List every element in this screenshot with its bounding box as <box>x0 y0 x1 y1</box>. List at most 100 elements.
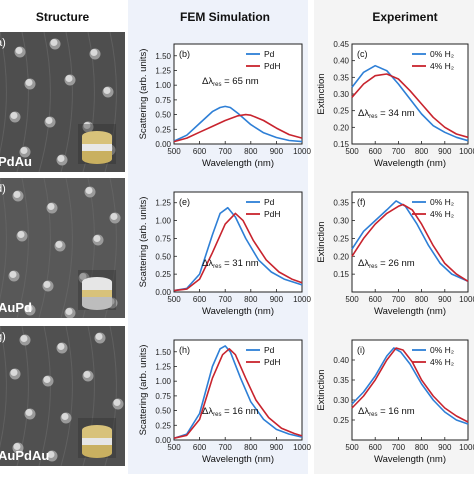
nanodisk-highlight <box>15 47 23 54</box>
y-tick-label: 0.35 <box>333 376 349 385</box>
legend-label: 4% H₂ <box>430 209 454 219</box>
nanodisk-highlight <box>50 39 58 46</box>
sem-texture-line <box>16 178 29 318</box>
nanodisk-highlight <box>85 187 93 194</box>
sem-texture-line <box>38 32 51 172</box>
disk-model-inset <box>78 124 116 164</box>
sem-texture-line <box>0 326 7 449</box>
nanodisk-highlight <box>10 112 18 119</box>
sem-texture-line <box>38 178 51 318</box>
disk-bottom-face <box>82 154 112 164</box>
nanodisk-highlight <box>25 79 33 86</box>
y-tick-label: 0.25 <box>333 107 349 116</box>
panel-label: (b) <box>179 49 190 59</box>
y-tick-label: 0.50 <box>155 252 171 261</box>
panel-label: d) <box>0 183 6 195</box>
nanodisk-highlight <box>79 273 87 280</box>
x-tick-label: 1000 <box>459 295 474 304</box>
legend-label: PdH <box>264 357 281 367</box>
legend-label: 0% H₂ <box>430 49 454 59</box>
experiment-header: Experiment <box>372 10 438 24</box>
y-tick-label: 0.20 <box>333 123 349 132</box>
nanodisk-highlight <box>9 271 17 278</box>
disk-model-inset <box>78 418 116 458</box>
x-tick-label: 900 <box>438 443 452 452</box>
nanodisk-highlight <box>20 147 28 154</box>
y-tick-label: 0.25 <box>333 416 349 425</box>
y-tick-label: 0.50 <box>155 111 171 120</box>
plot-area <box>173 191 303 293</box>
sem-image-pdau: a) PdAu <box>0 32 125 172</box>
series-line-red <box>173 212 303 292</box>
nanodisk-highlight <box>65 308 73 315</box>
sample-name: AuPdAu <box>0 448 49 463</box>
y-tick-label: 0.25 <box>155 270 171 279</box>
y-tick-label: 0.30 <box>333 90 349 99</box>
disk-top-face <box>82 131 112 141</box>
x-tick-label: 700 <box>392 295 406 304</box>
plot-h: 500 600 700 800 900 1000 0.00 0.25 0.50 0.75 1.00 1… <box>128 324 311 479</box>
nanodisk-highlight <box>95 333 103 340</box>
x-axis-label: Wavelength (nm) <box>202 158 274 169</box>
x-tick-label: 500 <box>345 147 359 156</box>
nanodisk-highlight <box>57 343 65 350</box>
sem-texture-line <box>60 178 73 318</box>
x-tick-label: 900 <box>438 147 452 156</box>
y-tick-label: 1.00 <box>155 217 171 226</box>
x-tick-label: 500 <box>345 295 359 304</box>
series-line-red <box>173 348 303 439</box>
nanodisk-highlight <box>57 155 65 162</box>
nanodisk-highlight <box>25 409 33 416</box>
plot-area <box>173 339 303 441</box>
x-axis-label: Wavelength (nm) <box>202 306 274 317</box>
nanodisk-highlight <box>13 191 21 198</box>
x-axis-label: Wavelength (nm) <box>374 158 446 169</box>
x-tick-label: 800 <box>244 295 258 304</box>
delta-lambda-annotation: Δλres = 34 nm <box>358 108 415 120</box>
y-tick-label: 1.25 <box>155 362 171 371</box>
y-tick-label: 0.15 <box>333 270 349 279</box>
nanodisk-highlight <box>83 371 91 378</box>
disk-bottom-face <box>82 300 112 310</box>
x-tick-label: 500 <box>167 443 181 452</box>
x-tick-label: 700 <box>219 443 233 452</box>
series-line-blue <box>173 345 303 439</box>
y-tick-label: 0.35 <box>333 199 349 208</box>
legend-label: PdH <box>264 209 281 219</box>
delta-lambda-annotation: Δλres = 16 nm <box>358 406 415 418</box>
y-tick-label: 0.35 <box>333 73 349 82</box>
nanodisk-highlight <box>55 241 63 248</box>
y-tick-label: 0.30 <box>333 217 349 226</box>
sem-texture-line <box>60 32 73 172</box>
y-axis-label: Scattering (arb. units) <box>138 345 149 436</box>
x-tick-label: 700 <box>392 147 406 156</box>
sem-image-aupdau: g) AuPdAu <box>0 326 125 466</box>
nanodisk-highlight <box>43 281 51 288</box>
nanodisk-highlight <box>83 122 91 129</box>
x-tick-label: 1000 <box>459 443 474 452</box>
nanodisk-highlight <box>17 231 25 238</box>
nanodisk-highlight <box>20 335 28 342</box>
x-tick-label: 600 <box>193 147 207 156</box>
series-line-blue <box>351 64 469 142</box>
series-line-red <box>351 73 469 139</box>
x-tick-label: 800 <box>415 295 429 304</box>
y-tick-label: 1.50 <box>155 348 171 357</box>
x-tick-label: 900 <box>270 295 284 304</box>
x-tick-label: 900 <box>270 443 284 452</box>
x-tick-label: 700 <box>219 295 233 304</box>
y-tick-label: 0.50 <box>155 407 171 416</box>
disk-top-face <box>82 277 112 287</box>
plot-area <box>351 43 469 145</box>
x-tick-label: 1000 <box>293 295 311 304</box>
nanodisk-highlight <box>113 399 121 406</box>
plot-c: 500 600 700 800 900 1000 0.15 0.20 0.25 0.30 0.35 0… <box>314 28 474 183</box>
series-line-blue <box>173 105 303 143</box>
x-axis-label: Wavelength (nm) <box>202 454 274 465</box>
x-tick-label: 500 <box>345 443 359 452</box>
x-tick-label: 1000 <box>293 147 311 156</box>
disk-layer-middle <box>82 438 112 445</box>
y-tick-label: 0.45 <box>333 40 349 49</box>
disk-bottom-face <box>82 448 112 458</box>
y-tick-label: 1.25 <box>155 199 171 208</box>
